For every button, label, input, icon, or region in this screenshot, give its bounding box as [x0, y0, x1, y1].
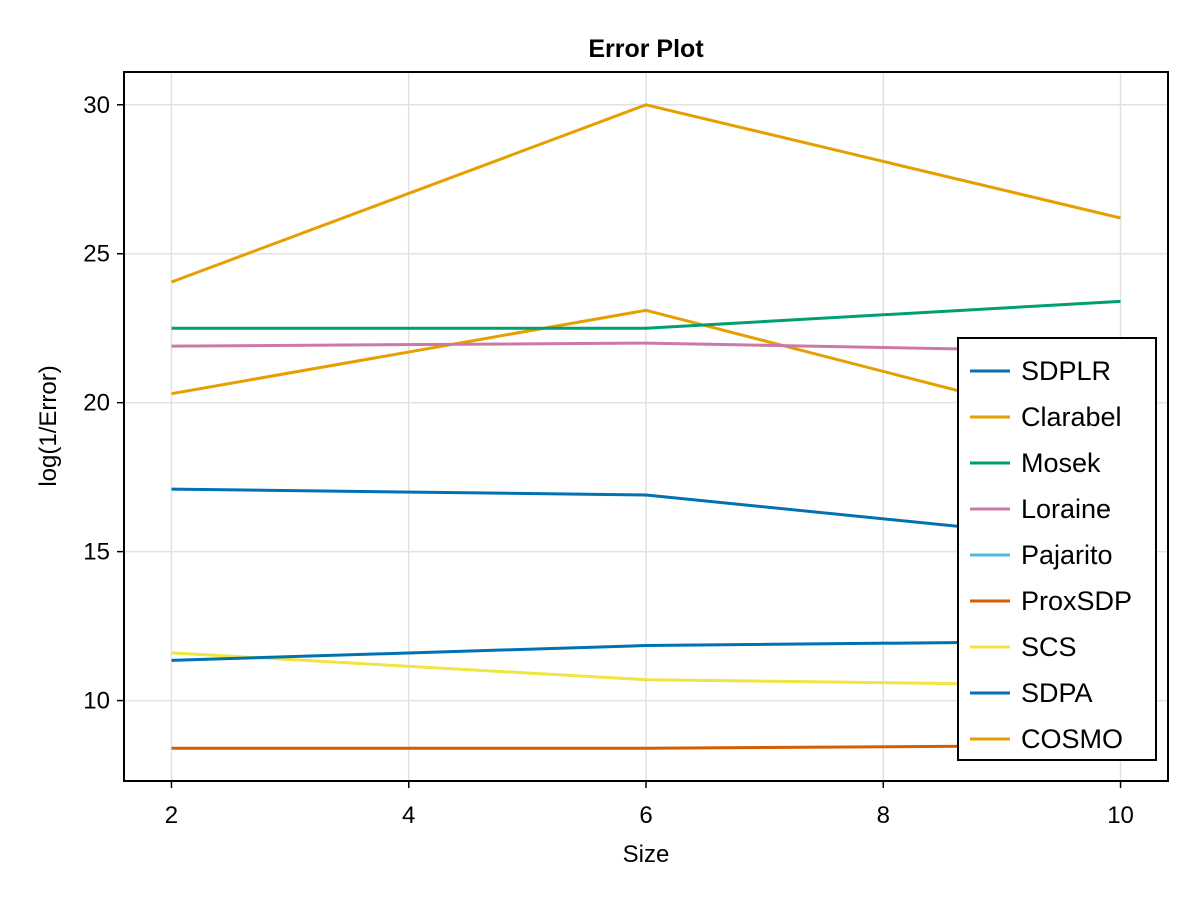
legend-label-clarabel: Clarabel: [1021, 402, 1122, 432]
legend-label-sdpa: SDPA: [1021, 678, 1093, 708]
y-axis-label: log(1/Error): [35, 365, 62, 486]
x-tick-label: 2: [165, 802, 178, 829]
legend-box: [957, 337, 1157, 761]
legend-label-sdplr: SDPLR: [1021, 356, 1111, 386]
series-line-cosmo: [170, 103, 1121, 284]
axis-ticks: 2 4 6 8 10 10 15 20 25 30: [83, 92, 1134, 829]
legend-label-cosmo: COSMO: [1021, 724, 1123, 754]
legend-label-proxsdp: ProxSDP: [1021, 586, 1132, 616]
x-tick-label: 8: [877, 802, 890, 829]
legend-label-loraine: Loraine: [1021, 494, 1111, 524]
series-line-mosek: [171, 299, 1121, 330]
chart-title: Error Plot: [588, 35, 704, 63]
legend-label-mosek: Mosek: [1021, 448, 1101, 478]
y-tick-label: 20: [83, 390, 110, 417]
legend: SDPLR Clarabel Mosek Loraine Pajarito ProxSDP…: [957, 337, 1157, 761]
x-axis-label: Size: [623, 841, 670, 868]
y-tick-label: 30: [83, 92, 110, 119]
legend-label-pajarito: Pajarito: [1021, 540, 1113, 570]
legend-label-scs: SCS: [1021, 632, 1077, 662]
x-tick-label: 4: [402, 802, 415, 829]
x-tick-label: 10: [1107, 802, 1134, 829]
y-tick-label: 10: [83, 688, 110, 715]
x-tick-label: 6: [639, 802, 652, 829]
y-tick-label: 15: [83, 539, 110, 566]
y-tick-label: 25: [83, 241, 110, 268]
